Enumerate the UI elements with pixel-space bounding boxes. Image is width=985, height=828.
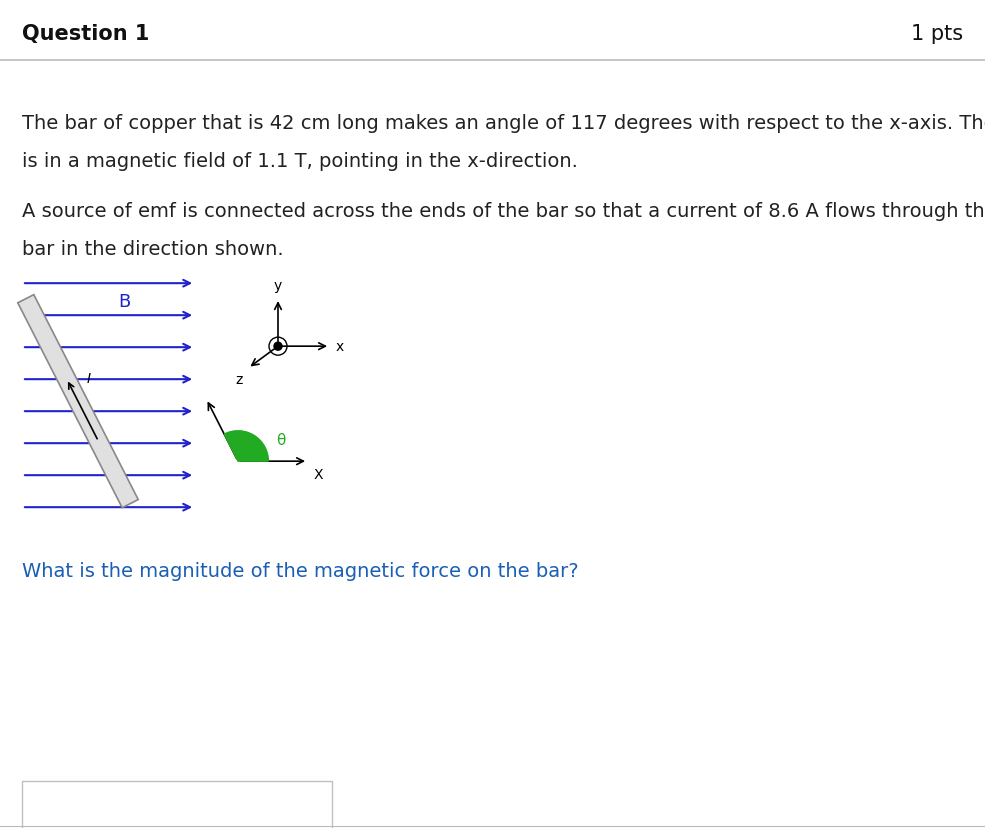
Text: x: x [336, 339, 344, 354]
Text: y: y [274, 279, 282, 293]
Text: The bar of copper that is 42 cm long makes an angle of 117 degrees with respect : The bar of copper that is 42 cm long mak… [22, 114, 985, 133]
Text: z: z [235, 373, 243, 387]
Text: 1 pts: 1 pts [911, 24, 963, 44]
Text: I: I [87, 371, 91, 385]
Text: X: X [314, 468, 323, 482]
Polygon shape [225, 431, 268, 462]
Text: What is the magnitude of the magnetic force on the bar?: What is the magnitude of the magnetic fo… [22, 561, 578, 580]
FancyBboxPatch shape [22, 782, 332, 828]
Text: A source of emf is connected across the ends of the bar so that a current of 8.6: A source of emf is connected across the … [22, 202, 985, 221]
Text: B: B [118, 293, 130, 310]
Polygon shape [18, 296, 138, 508]
Text: θ: θ [276, 432, 286, 447]
Text: bar in the direction shown.: bar in the direction shown. [22, 240, 284, 259]
Text: Question 1: Question 1 [22, 24, 149, 44]
Text: is in a magnetic field of 1.1 T, pointing in the x-direction.: is in a magnetic field of 1.1 T, pointin… [22, 152, 578, 171]
Circle shape [274, 343, 282, 351]
